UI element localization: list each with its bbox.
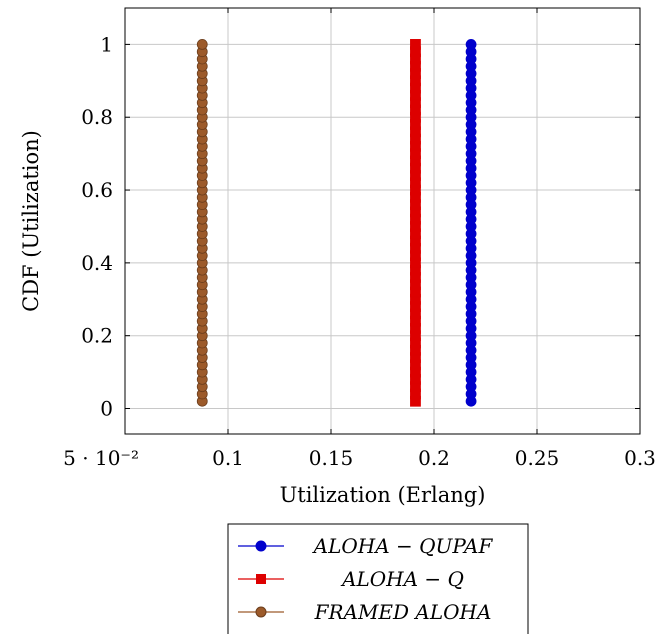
y-tick-label: 0.2: [81, 324, 113, 348]
legend: ALOHA − QUPAF ALOHA − Q FRAMED ALOHA: [227, 523, 529, 634]
legend-entry: FRAMED ALOHA: [238, 600, 491, 624]
y-tick-label: 0: [100, 397, 113, 421]
series-1: [410, 39, 421, 407]
series-layer: [196, 39, 477, 407]
plot-area-frame: [124, 7, 641, 435]
x-tick-label: 0.15: [309, 446, 354, 470]
axis-ticks: 5 · 10⁻² 0.1 0.15 0.2 0.25 0.3 0 0.2 0.4 0.6 0.8 1: [63, 8, 656, 470]
data-point: [196, 39, 208, 50]
y-tick-label: 1: [100, 32, 113, 56]
x-tick-label: 0.3: [624, 446, 656, 470]
grid-lines: [125, 8, 640, 434]
series-0: [465, 39, 477, 407]
legend-entry: ALOHA − Q: [238, 567, 464, 591]
x-tick-label: 0.25: [515, 446, 560, 470]
legend-label: FRAMED ALOHA: [314, 600, 492, 624]
data-point: [465, 39, 477, 50]
legend-marker: [255, 540, 267, 552]
series-2: [196, 39, 208, 407]
x-tick-label: 0.2: [418, 446, 450, 470]
legend-label: ALOHA − Q: [340, 567, 464, 591]
y-tick-label: 0.6: [81, 178, 113, 202]
y-tick-label: 0.8: [81, 105, 113, 129]
x-tick-label: 5 · 10⁻²: [63, 446, 139, 470]
data-point: [410, 39, 421, 50]
legend-label: ALOHA − QUPAF: [312, 534, 494, 558]
legend-marker: [255, 606, 267, 618]
y-tick-label: 0.4: [81, 251, 113, 275]
x-tick-label: 0.1: [212, 446, 244, 470]
y-axis-label: CDF (Utilization): [19, 130, 43, 312]
legend-entry: ALOHA − QUPAF: [238, 534, 493, 558]
x-axis-label: Utilization (Erlang): [280, 483, 486, 507]
legend-marker: [256, 574, 266, 584]
